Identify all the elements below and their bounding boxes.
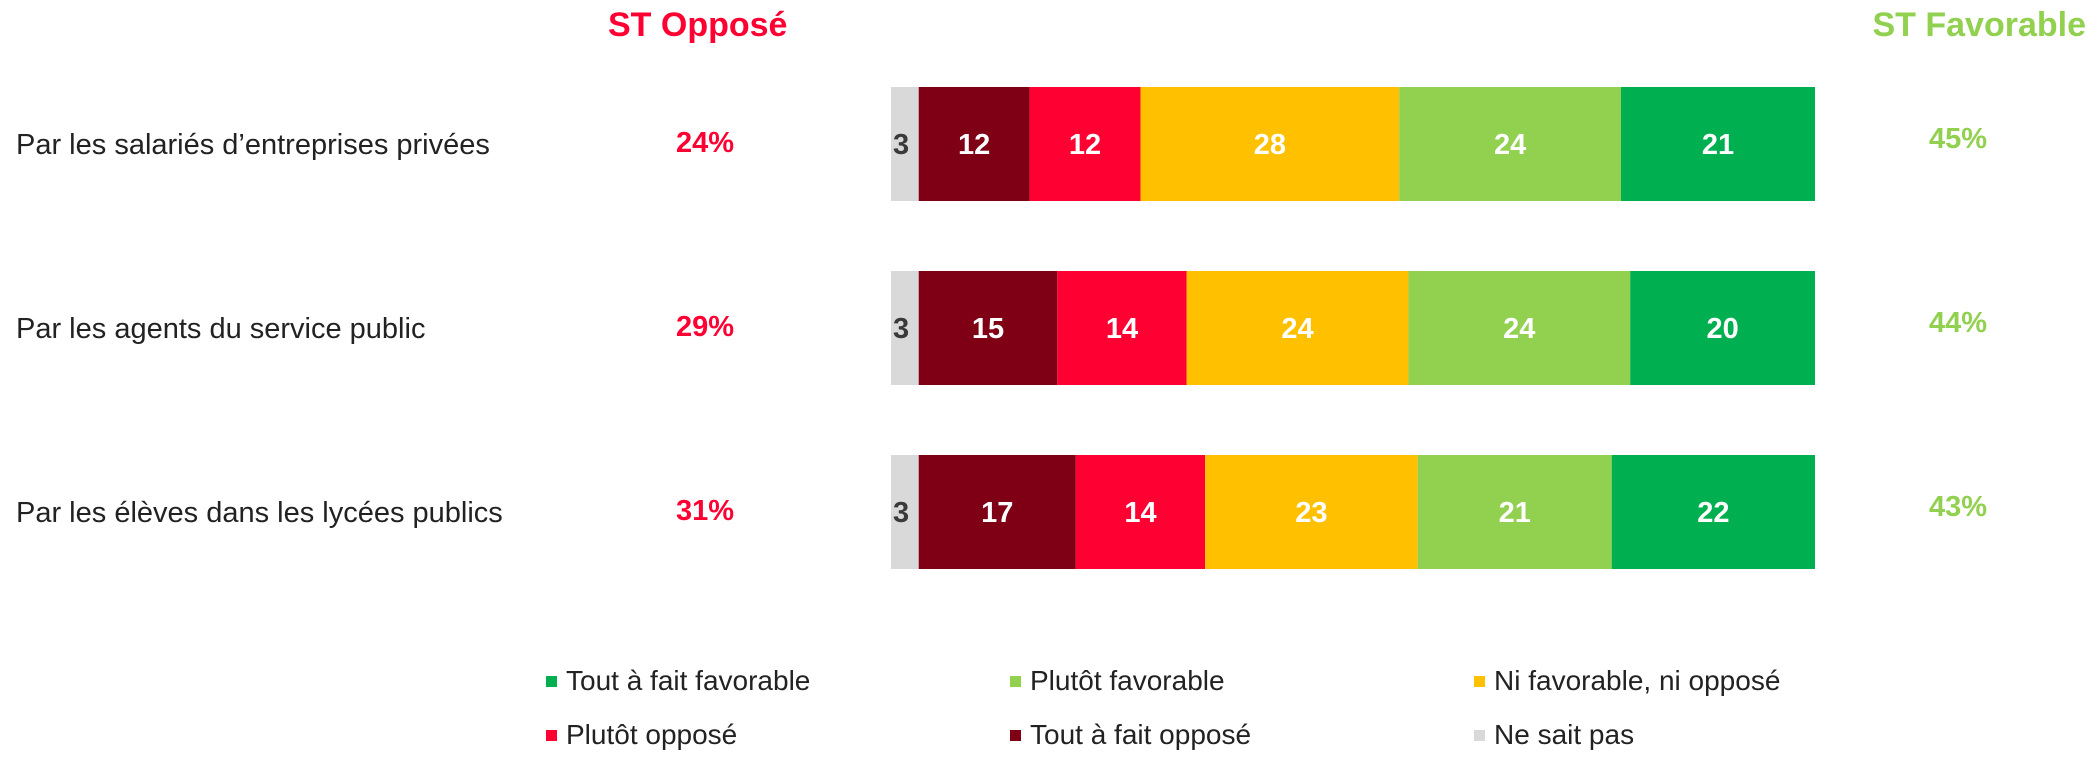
bar-segment [918,455,1076,569]
legend-label: Ne sait pas [1494,719,1635,750]
legend-label: Tout à fait favorable [566,665,811,696]
bar-segment [1057,271,1187,385]
st-favorable-value: 43% [1929,491,1987,523]
bar-segment [1399,87,1621,201]
bar-value-label: 12 [958,129,990,161]
bar-segment [1620,87,1815,201]
legend-item: Plutôt favorable [1010,664,1474,698]
bar-value-label: 12 [1069,129,1101,161]
bar-value-label: 21 [1702,129,1734,161]
legend-label: Plutôt opposé [566,719,738,750]
bar-segment [1205,455,1418,569]
bar-segment [1140,87,1400,201]
bar-value-label: 3 [893,129,909,161]
bar-segment [918,271,1058,385]
bar-segment [891,455,919,569]
bar-value-label: 3 [893,313,909,345]
legend-swatch-icon [546,675,557,687]
st-oppose-value: 24% [676,127,734,159]
st-favorable-header: ST Favorable [1872,6,2086,44]
bar-value-label: 20 [1706,313,1738,345]
bar-value-label: 28 [1254,129,1286,161]
bar-value-label: 24 [1494,129,1526,161]
bar-value-label: 23 [1295,497,1327,529]
legend-label: Plutôt favorable [1030,665,1225,696]
legend-item: Tout à fait favorable [546,664,1010,698]
chart-legend: Tout à fait favorable Plutôt favorable Ni … [546,664,1946,752]
legend-label: Tout à fait opposé [1030,719,1252,750]
legend-item: Tout à fait opposé [1010,718,1474,752]
st-oppose-value: 29% [676,311,734,343]
bar-segment [1075,455,1206,569]
bar-value-label: 3 [893,497,909,529]
bar-value-label: 17 [981,497,1013,529]
bar-segment [1611,455,1815,569]
st-oppose-value: 31% [676,495,734,527]
legend-swatch-icon [1010,675,1021,687]
bar-segment [1029,87,1141,201]
st-favorable-value: 45% [1929,123,1987,155]
bar-value-label: 24 [1503,313,1535,345]
st-favorable-value: 44% [1929,307,1987,339]
bar-segment [891,87,919,201]
bar-value-label: 24 [1281,313,1313,345]
row-label: Par les salariés d’entreprises privées [16,129,490,161]
legend-swatch-icon [546,729,557,741]
legend-label: Ni favorable, ni opposé [1494,665,1781,696]
bar-segment [891,271,919,385]
bar-value-label: 21 [1499,497,1531,529]
bar-value-label: 22 [1697,497,1729,529]
bar-segment [918,87,1030,201]
bar-value-label: 14 [1124,497,1156,529]
stacked-bar-chart: Par les salariés d’entreprises privées 3 1… [16,87,1987,569]
bar-value-label: 14 [1106,313,1138,345]
legend-item: Ne sait pas [1474,718,1938,752]
bar-segment [1417,455,1612,569]
legend-swatch-icon [1474,729,1485,741]
bar-segment [1186,271,1409,385]
bar-segment [1630,271,1815,385]
legend-item: Ni favorable, ni opposé [1474,664,1938,698]
legend-swatch-icon [1474,675,1485,687]
st-oppose-header: ST Opposé [608,6,788,44]
bar-segment [1408,271,1631,385]
row-label: Par les agents du service public [16,313,425,345]
legend-swatch-icon [1010,729,1021,741]
row-label: Par les élèves dans les lycées publics [16,497,503,529]
legend-item: Plutôt opposé [546,718,1010,752]
bar-value-label: 15 [972,313,1004,345]
